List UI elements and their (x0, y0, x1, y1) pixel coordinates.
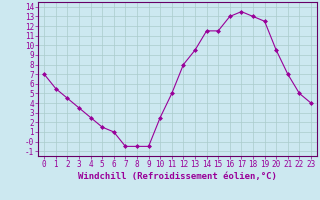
X-axis label: Windchill (Refroidissement éolien,°C): Windchill (Refroidissement éolien,°C) (78, 172, 277, 181)
